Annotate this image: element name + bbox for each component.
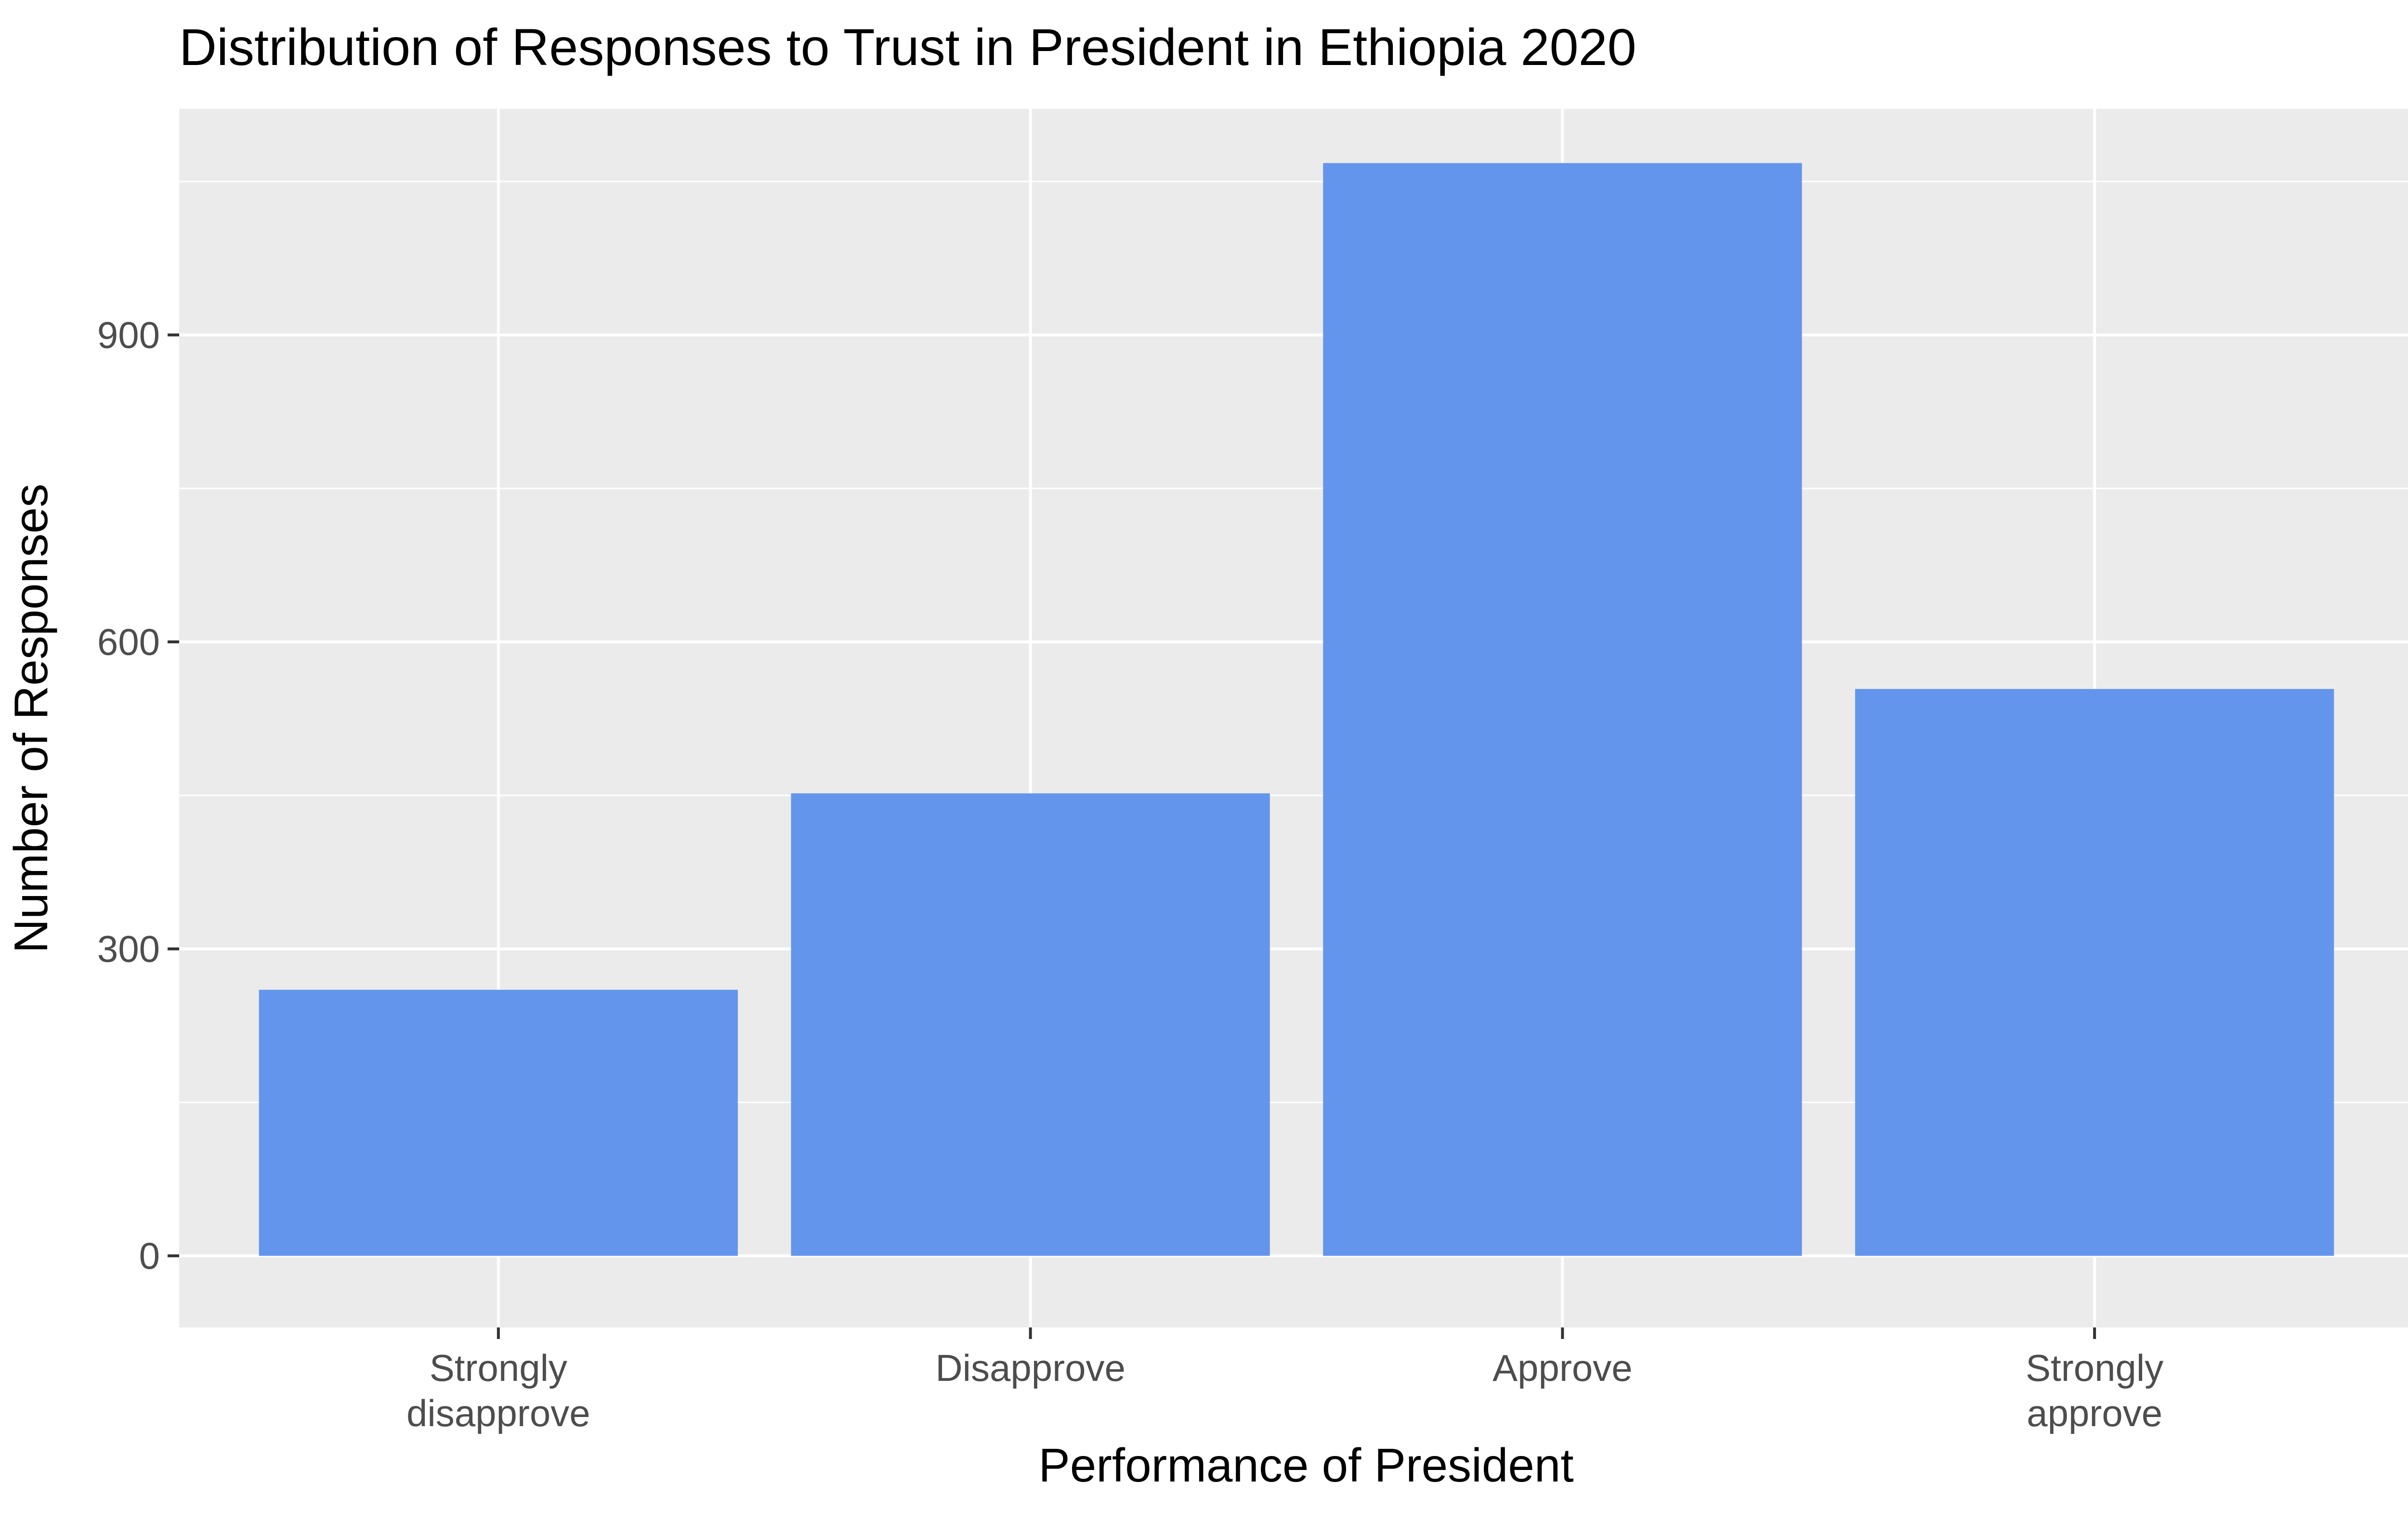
x-axis-title: Performance of President <box>1038 1439 1573 1492</box>
x-tick-label-line: approve <box>2027 1392 2162 1434</box>
bars <box>259 163 2334 1256</box>
x-tick-label-line: Disapprove <box>935 1347 1125 1389</box>
x-tick-label-line: disapprove <box>406 1392 590 1434</box>
y-axis: 0 300 600 900 <box>97 314 179 1277</box>
x-tick-label-line: Approve <box>1492 1347 1633 1389</box>
bar-0 <box>259 989 738 1256</box>
bar-1 <box>791 793 1270 1256</box>
y-tick-label: 0 <box>139 1235 160 1277</box>
y-axis-title: Number of Responses <box>4 483 57 953</box>
y-tick-label: 300 <box>97 928 160 970</box>
bar-3 <box>1855 689 2334 1256</box>
y-tick-label: 900 <box>97 314 160 356</box>
x-tick-label-line: Strongly <box>430 1347 567 1389</box>
x-tick-label: Approve <box>1492 1347 1633 1389</box>
x-tick-label-line: Strongly <box>2026 1347 2163 1389</box>
x-tick-label: Strongly disapprove <box>406 1347 590 1434</box>
x-tick-label: Strongly approve <box>2026 1347 2163 1434</box>
bar-2 <box>1323 163 1802 1256</box>
chart-title: Distribution of Responses to Trust in Pr… <box>179 18 1636 76</box>
y-tick-label: 600 <box>97 621 160 663</box>
x-tick-label: Disapprove <box>935 1347 1125 1389</box>
